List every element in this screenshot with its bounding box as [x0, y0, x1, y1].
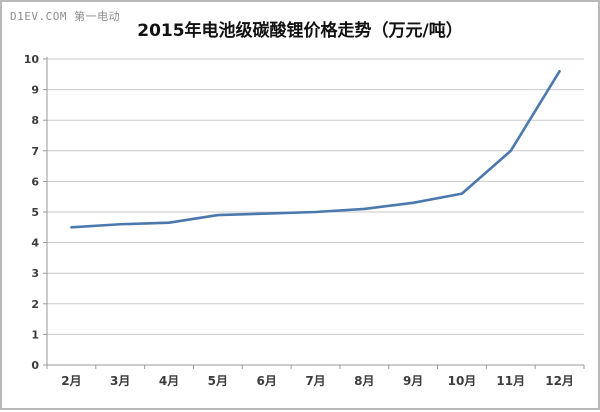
- y-tick-label: 5: [31, 206, 39, 219]
- y-tick-label: 9: [31, 84, 39, 97]
- y-tick-label: 10: [24, 53, 40, 66]
- x-tick-label: 6月: [257, 374, 277, 388]
- x-tick-label: 3月: [110, 374, 130, 388]
- y-tick-label: 3: [31, 267, 39, 280]
- x-tick-label: 11月: [496, 374, 525, 388]
- x-tick-label: 10月: [448, 374, 477, 388]
- chart-title: 2015年电池级碳酸锂价格走势（万元/吨）: [137, 21, 463, 41]
- y-tick-label: 1: [31, 328, 39, 341]
- x-tick-label: 2月: [61, 374, 81, 388]
- x-tick-label: 8月: [354, 374, 374, 388]
- price-series-line: [70, 69, 561, 229]
- x-tick-label: 4月: [159, 374, 179, 388]
- d1ev-watermark: D1EV.COM 第一电动: [10, 10, 121, 23]
- x-tick-label: 5月: [208, 374, 228, 388]
- x-tick-label: 7月: [305, 374, 325, 388]
- y-tick-label: 7: [31, 145, 39, 158]
- y-tick-label: 2: [31, 298, 39, 311]
- y-tick-label: 4: [31, 237, 39, 250]
- x-tick-label: 9月: [403, 374, 423, 388]
- y-tick-label: 0: [31, 359, 39, 372]
- y-tick-label: 6: [31, 175, 39, 188]
- x-tick-label: 12月: [545, 374, 574, 388]
- y-tick-label: 8: [31, 114, 39, 127]
